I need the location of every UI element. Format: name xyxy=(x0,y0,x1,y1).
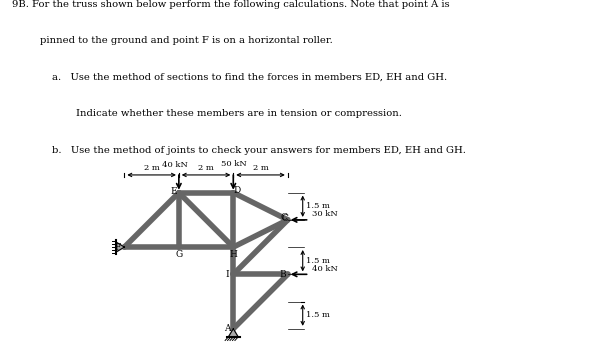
Text: 40 kN: 40 kN xyxy=(162,161,188,169)
Text: G: G xyxy=(175,250,182,259)
Text: C: C xyxy=(281,214,287,223)
Text: C: C xyxy=(281,214,288,223)
Text: H: H xyxy=(230,250,237,259)
Text: 2 m: 2 m xyxy=(252,164,268,172)
Polygon shape xyxy=(228,329,238,337)
Polygon shape xyxy=(116,242,125,252)
Text: pinned to the ground and point F is on a horizontal roller.: pinned to the ground and point F is on a… xyxy=(39,37,332,46)
Text: 9B. For the truss shown below perform the following calculations. Note that poin: 9B. For the truss shown below perform th… xyxy=(12,0,450,9)
Text: B: B xyxy=(279,270,286,279)
Text: 1.5 m: 1.5 m xyxy=(306,257,330,265)
Text: 2 m: 2 m xyxy=(144,164,160,172)
Text: Indicate whether these members are in tension or compression.: Indicate whether these members are in te… xyxy=(76,109,402,118)
Text: I: I xyxy=(225,270,229,279)
Text: 50 kN: 50 kN xyxy=(221,160,247,168)
Text: 1.5 m: 1.5 m xyxy=(306,202,330,210)
Text: 1.5 m: 1.5 m xyxy=(306,311,330,319)
Text: 2 m: 2 m xyxy=(198,164,214,172)
Text: 30 kN: 30 kN xyxy=(313,210,338,218)
Text: a.   Use the method of sections to find the forces in members ED, EH and GH.: a. Use the method of sections to find th… xyxy=(52,73,447,82)
Text: b.   Use the method of joints to check your answers for members ED, EH and GH.: b. Use the method of joints to check you… xyxy=(52,146,465,155)
Text: F: F xyxy=(114,243,121,252)
Text: E: E xyxy=(170,187,177,196)
Text: A: A xyxy=(224,324,230,333)
Text: 40 kN: 40 kN xyxy=(313,265,338,273)
Text: D: D xyxy=(234,186,241,195)
